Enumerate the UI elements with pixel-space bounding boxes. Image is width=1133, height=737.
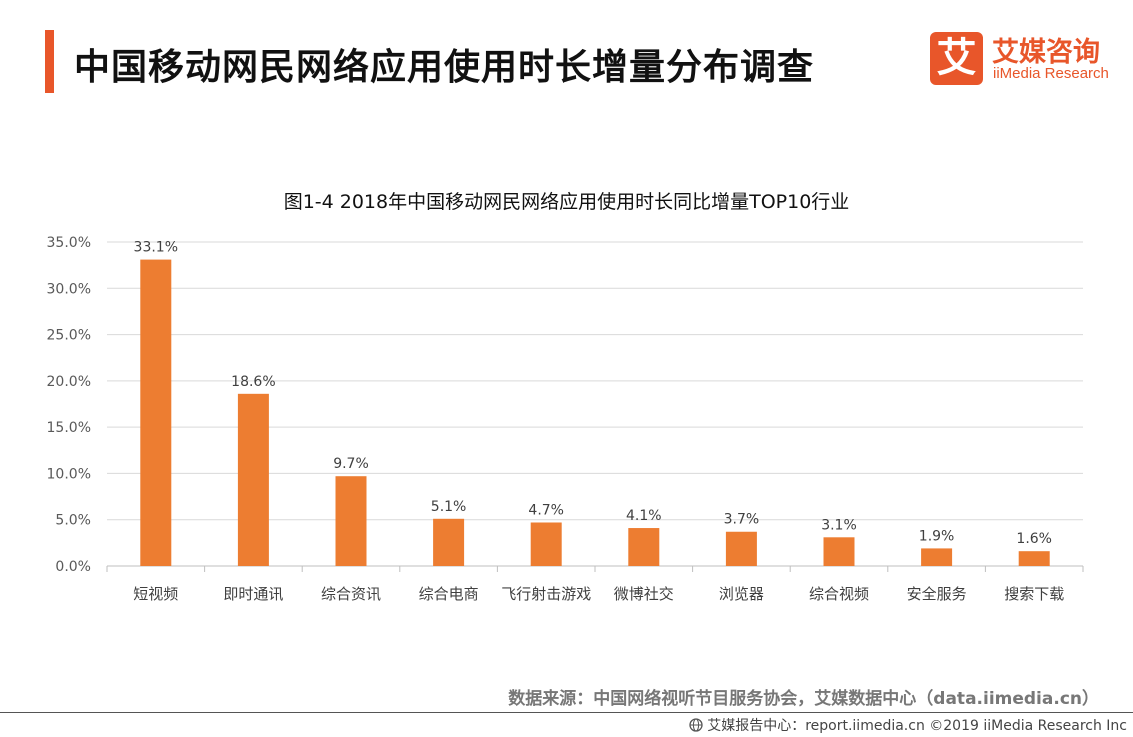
logo-name-en: iiMedia Research: [993, 65, 1109, 82]
y-tick-label: 25.0%: [47, 328, 91, 344]
x-tick-label: 短视频: [133, 585, 178, 603]
globe-icon: [689, 718, 703, 732]
x-tick-label: 即时通讯: [223, 585, 283, 603]
data-label: 3.1%: [821, 517, 857, 533]
data-label: 4.7%: [528, 502, 564, 518]
page-title: 中国移动网民网络应用使用时长增量分布调查: [74, 47, 815, 88]
bar: [335, 476, 367, 566]
y-tick-label: 20.0%: [47, 374, 91, 390]
bar: [140, 259, 172, 566]
data-label: 33.1%: [134, 240, 178, 256]
y-tick-label: 10.0%: [47, 466, 91, 482]
data-label: 1.9%: [919, 528, 955, 544]
y-tick-label: 0.0%: [55, 559, 91, 575]
data-label: 3.7%: [724, 512, 760, 528]
logo-name-cn: 艾媒咨询: [992, 37, 1100, 68]
data-label: 5.1%: [431, 499, 467, 515]
footer-text: 艾媒报告中心：report.iimedia.cn ©2019 iiMedia R…: [707, 718, 1127, 734]
x-tick-label: 综合视频: [809, 585, 869, 603]
bar: [628, 528, 660, 566]
title-accent-bar: [45, 30, 54, 93]
logo-mark: 艾: [930, 32, 983, 85]
bar: [921, 548, 953, 566]
bar: [530, 522, 562, 566]
bar: [237, 393, 269, 566]
x-tick-label: 综合电商: [419, 585, 479, 603]
data-label: 18.6%: [231, 374, 275, 390]
y-tick-label: 15.0%: [47, 420, 91, 436]
footer-divider: [0, 712, 1133, 713]
y-tick-label: 35.0%: [47, 235, 91, 251]
x-tick-label: 综合资讯: [321, 585, 381, 603]
x-tick-label: 安全服务: [907, 585, 967, 603]
data-label: 1.6%: [1016, 531, 1052, 547]
x-tick-label: 搜索下载: [1004, 585, 1064, 603]
bar: [1018, 551, 1050, 566]
bar: [725, 531, 757, 566]
data-label: 9.7%: [333, 456, 369, 472]
data-source: 数据来源：中国网络视听节目服务协会，艾媒数据中心（data.iimedia.cn…: [508, 689, 1099, 709]
x-tick-label: 浏览器: [719, 585, 764, 603]
y-tick-label: 5.0%: [55, 513, 91, 529]
bar: [823, 537, 855, 566]
y-tick-label: 30.0%: [47, 281, 91, 297]
brand-logo: 艾 艾媒咨询 iiMedia Research: [930, 32, 1120, 88]
data-label: 4.1%: [626, 508, 662, 524]
footer: 艾媒报告中心：report.iimedia.cn ©2019 iiMedia R…: [689, 715, 1127, 735]
x-tick-label: 微博社交: [614, 585, 674, 603]
chart-title: 图1-4 2018年中国移动网民网络应用使用时长同比增量TOP10行业: [283, 191, 850, 213]
bar: [433, 518, 465, 566]
x-tick-label: 飞行射击游戏: [501, 585, 591, 603]
